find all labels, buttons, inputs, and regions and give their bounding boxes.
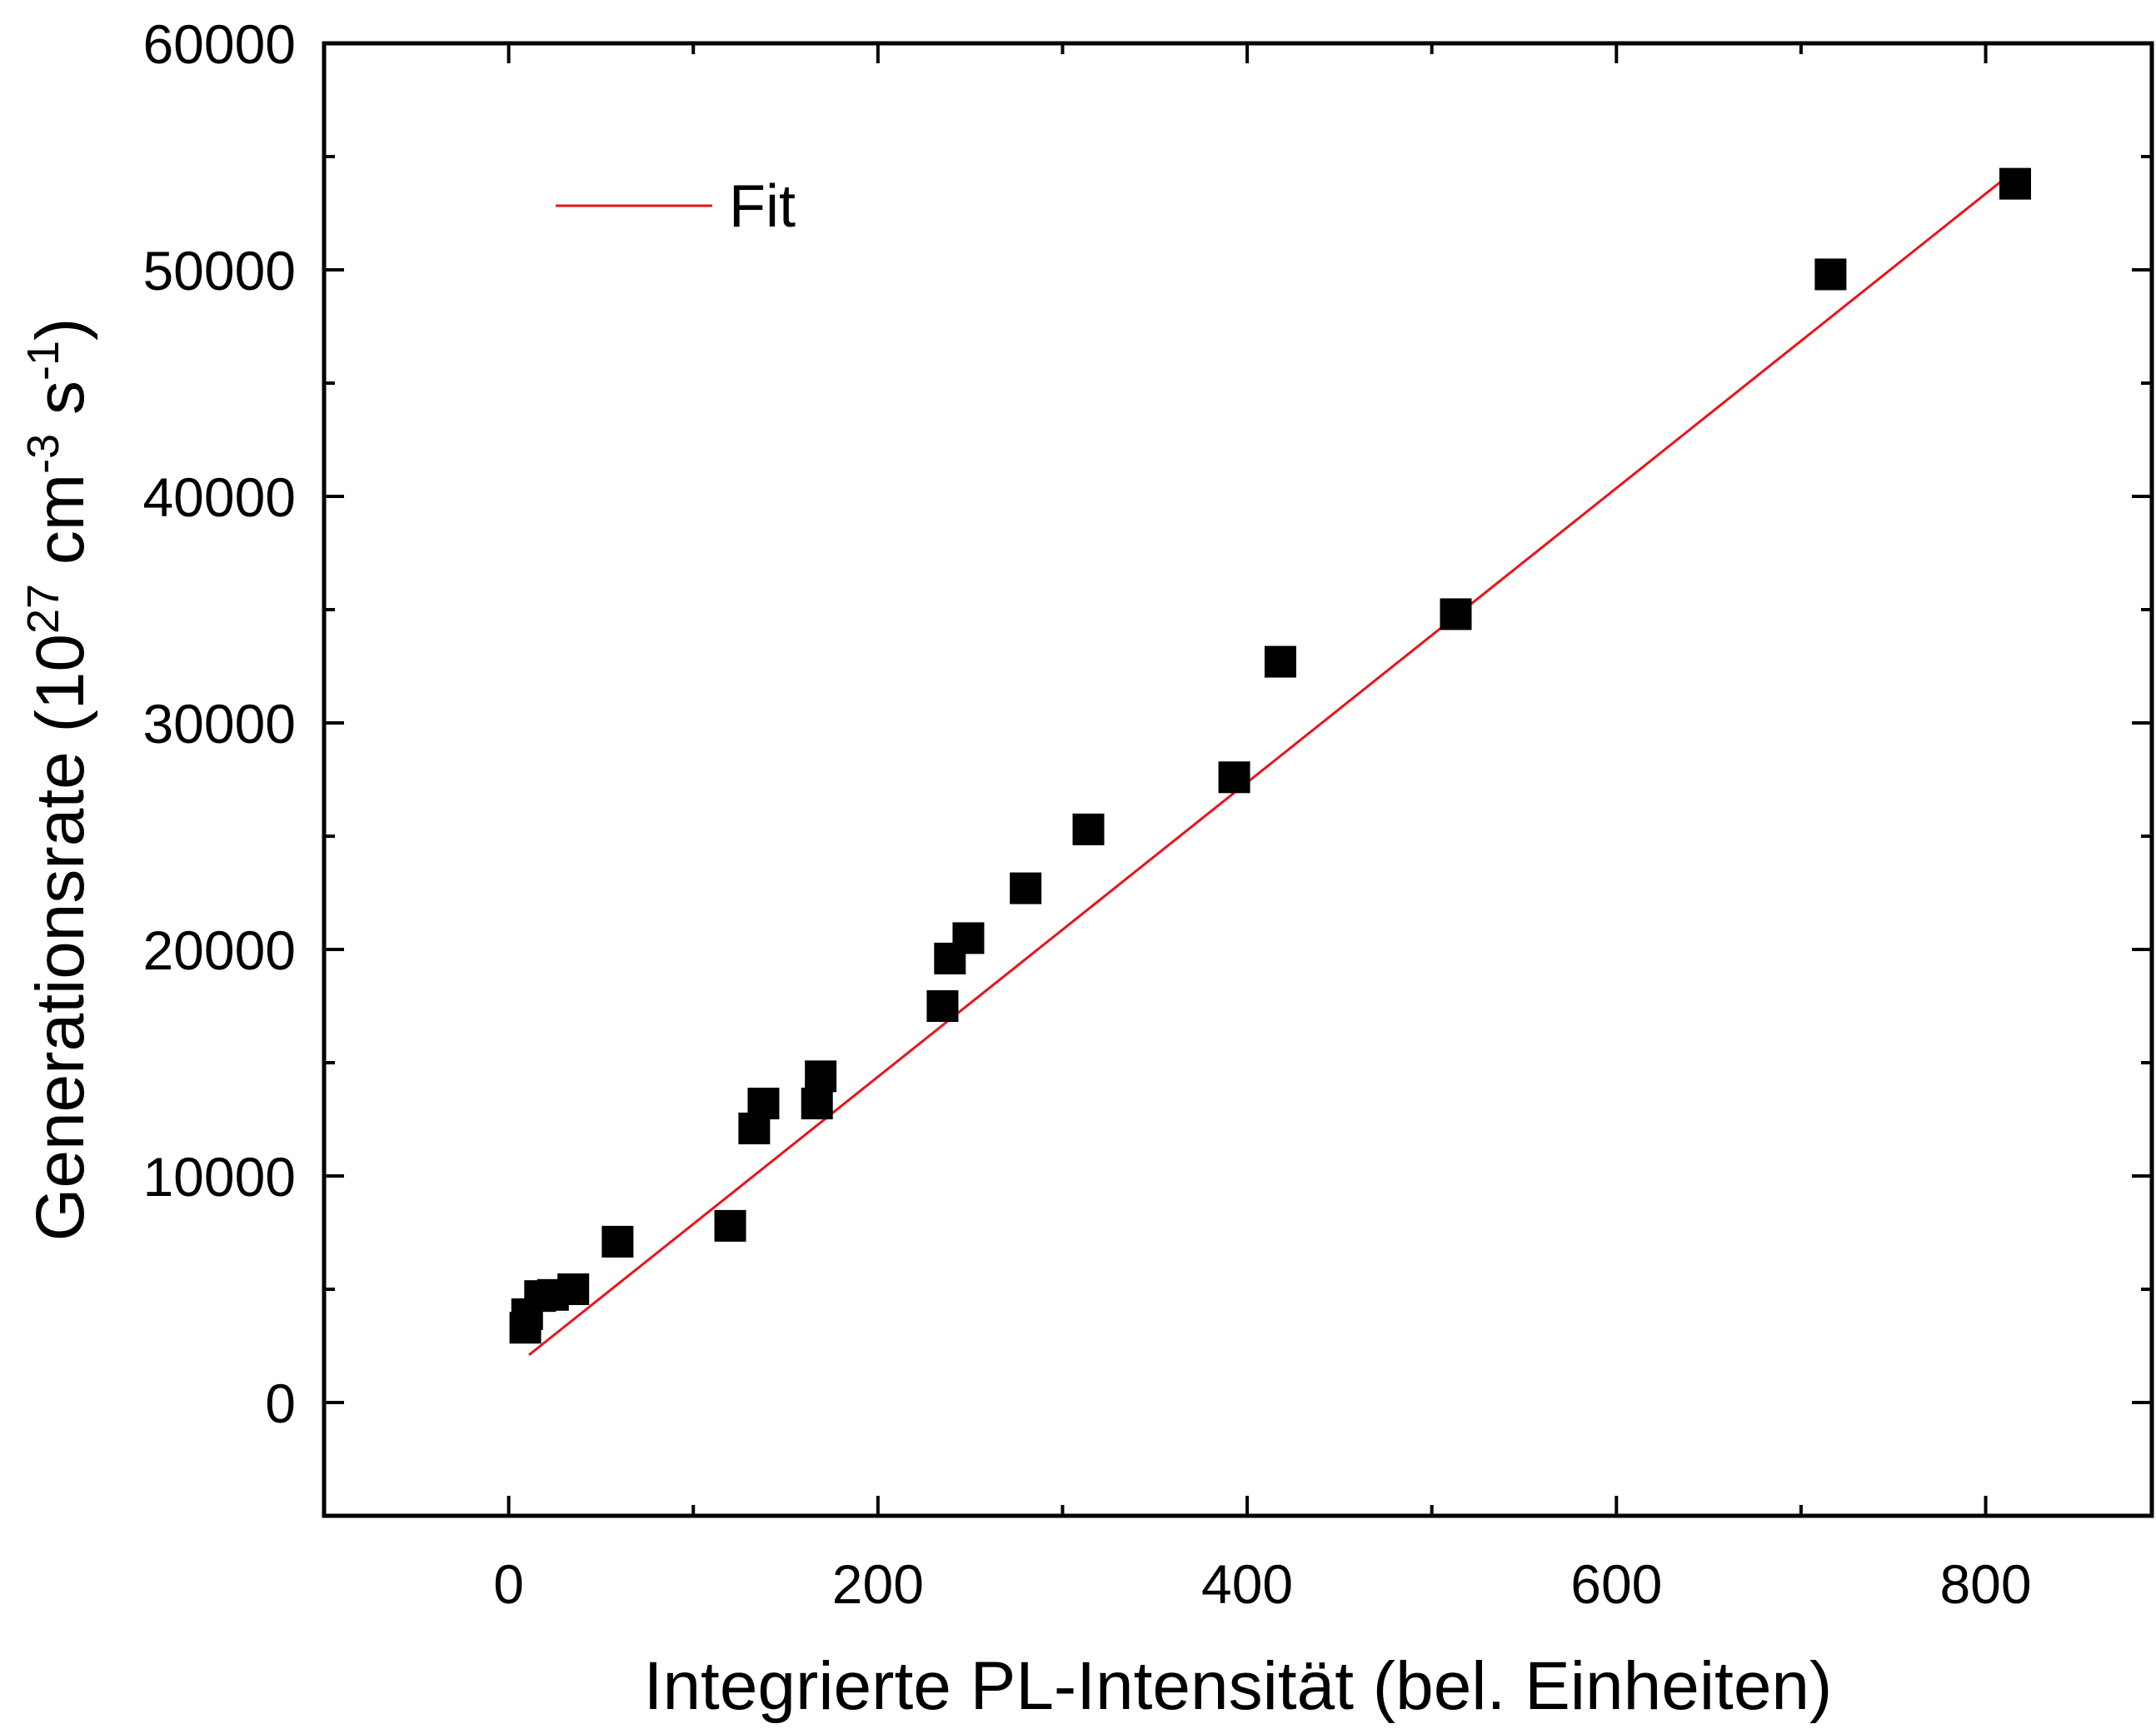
data-point — [714, 1209, 746, 1242]
y-axis-title-mid1: cm — [22, 474, 98, 584]
data-point — [801, 1087, 833, 1119]
y-axis-title-exp1: 27 — [18, 584, 68, 634]
data-points — [509, 167, 2032, 1344]
y-axis-title-mid2: s — [22, 381, 98, 434]
x-tick-label: 600 — [1570, 1553, 1662, 1615]
fit-line — [528, 169, 2016, 1357]
legend-fit-label: Fit — [729, 173, 796, 240]
y-axis-title: Generationsrate (1027 cm-3 s-1) — [18, 318, 98, 1242]
data-point — [805, 1060, 837, 1093]
y-tick-label: 0 — [265, 1373, 296, 1434]
data-point — [747, 1087, 780, 1119]
y-axis-title-prefix: Generationsrate (10 — [22, 634, 98, 1241]
data-point — [601, 1225, 634, 1258]
y-tick-label: 30000 — [142, 693, 296, 755]
axis-tick-labels: 0 200 400 600 800 0 10000 20000 30000 40000 50000 6… — [142, 13, 2031, 1615]
data-point — [926, 990, 959, 1022]
data-point — [1010, 872, 1042, 904]
data-point — [1072, 813, 1105, 845]
x-axis-title: Integrierte PL-Intensität (bel. Einheite… — [644, 1648, 1833, 1724]
y-tick-label: 50000 — [142, 240, 296, 301]
data-point — [1440, 598, 1472, 630]
legend: Fit — [556, 173, 796, 240]
y-tick-label: 20000 — [142, 919, 296, 981]
data-point — [557, 1273, 590, 1305]
y-axis-title-exp3: -1 — [18, 341, 68, 381]
y-axis-title-suffix: ) — [22, 318, 98, 341]
y-tick-label: 10000 — [142, 1146, 296, 1208]
data-point — [1264, 645, 1296, 678]
plot-frame — [322, 41, 2154, 1518]
axis-ticks — [324, 42, 2152, 1516]
y-tick-label: 60000 — [142, 13, 296, 75]
data-point — [952, 922, 985, 954]
data-point — [1999, 167, 2032, 200]
data-point — [1218, 761, 1250, 794]
x-tick-label: 0 — [493, 1553, 524, 1615]
x-tick-label: 800 — [1939, 1553, 2031, 1615]
x-tick-label: 400 — [1201, 1553, 1293, 1615]
y-tick-label: 40000 — [142, 466, 296, 528]
data-point — [1814, 258, 1847, 291]
x-tick-label: 200 — [832, 1553, 924, 1615]
y-axis-title-exp2: -3 — [18, 434, 68, 474]
